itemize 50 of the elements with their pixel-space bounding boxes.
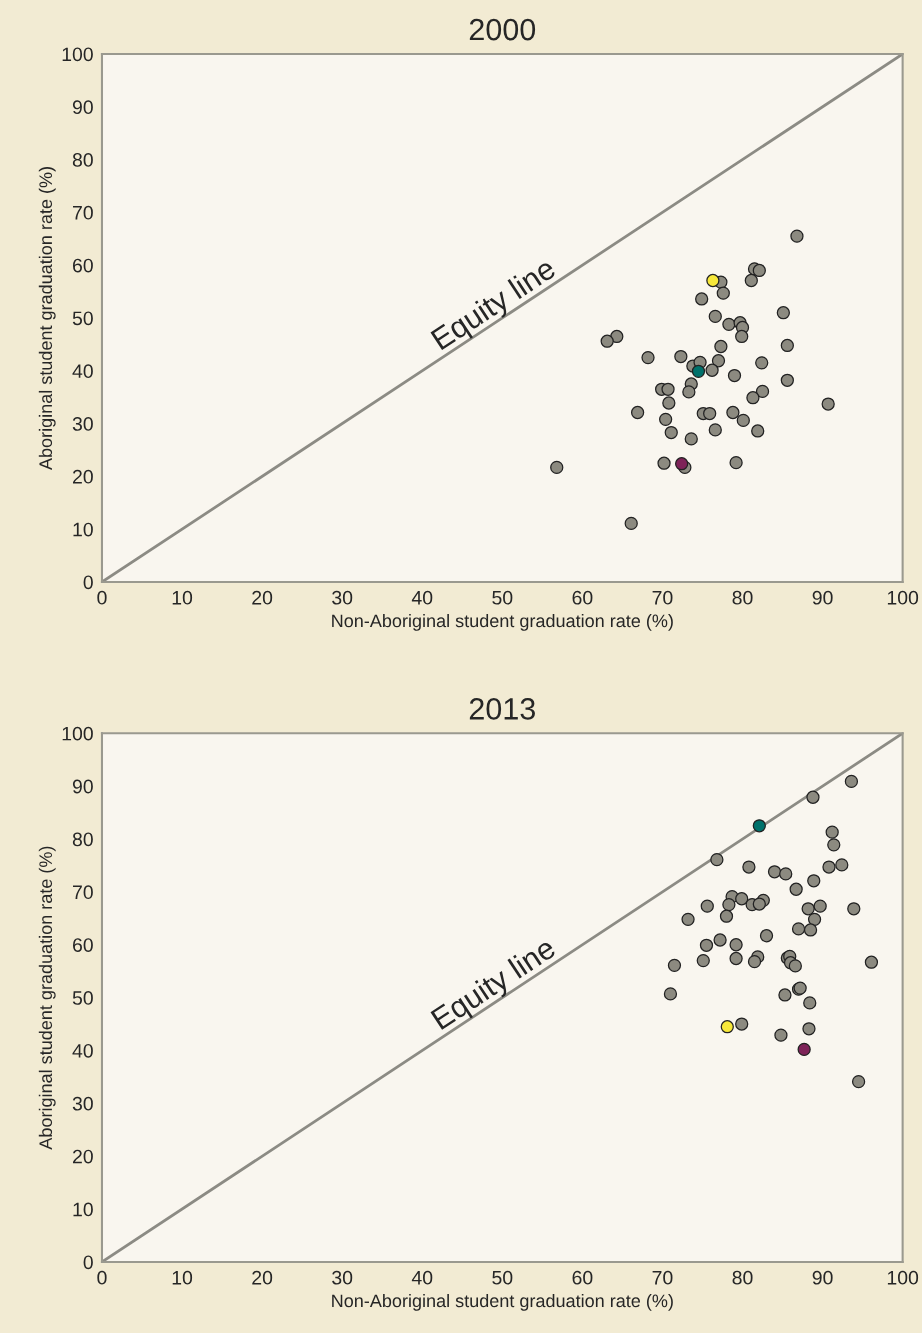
x-axis-title: Non-Aboriginal student graduation rate (%) <box>332 1293 673 1311</box>
y-tick-label: 100 <box>62 726 93 741</box>
y-tick-label: 10 <box>73 1202 93 1217</box>
x-tick-label: 10 <box>172 1270 193 1285</box>
x-tick-label: 100 <box>887 590 919 605</box>
x-tick-label: 10 <box>172 590 193 605</box>
x-tick-label: 60 <box>572 590 593 605</box>
y-tick-label: 80 <box>72 153 93 167</box>
x-tick-label: 0 <box>97 1270 107 1285</box>
y-tick-label: 80 <box>72 832 93 847</box>
y-tick-label: 90 <box>72 779 93 794</box>
y-tick-label: 60 <box>73 938 93 952</box>
y-tick-label: 40 <box>72 1043 93 1058</box>
y-tick-label: 0 <box>83 575 93 590</box>
y-tick-label: 90 <box>72 100 93 115</box>
x-tick-label: 40 <box>411 1270 433 1285</box>
chart-title: 2013 <box>469 698 535 720</box>
x-tick-label: 80 <box>732 590 753 605</box>
y-tick-label: 30 <box>72 1096 93 1111</box>
y-tick-label: 0 <box>83 1255 93 1270</box>
y-tick-label: 20 <box>72 1149 93 1164</box>
y-tick-label: 30 <box>72 417 93 431</box>
y-tick-label: 100 <box>62 47 93 62</box>
y-axis-title: Aboriginal student graduation rate (%) <box>38 167 56 470</box>
x-axis-title: Non-Aboriginal student graduation rate (%) <box>332 614 673 631</box>
x-tick-label: 70 <box>652 590 673 605</box>
chart-title: 2000 <box>469 18 536 41</box>
y-tick-label: 50 <box>72 991 93 1005</box>
y-tick-label: 60 <box>73 258 93 273</box>
y-tick-label: 40 <box>72 364 93 379</box>
y-axis-title: Aboriginal student graduation rate (%) <box>38 846 56 1150</box>
x-tick-label: 50 <box>492 590 513 605</box>
x-tick-label: 30 <box>332 590 353 605</box>
y-tick-label: 50 <box>72 311 93 326</box>
x-tick-label: 90 <box>812 1270 833 1285</box>
x-tick-label: 80 <box>732 1270 753 1285</box>
x-tick-label: 50 <box>492 1270 513 1285</box>
y-tick-label: 10 <box>73 522 93 537</box>
x-tick-label: 100 <box>887 1270 919 1285</box>
x-tick-label: 0 <box>97 590 107 605</box>
y-tick-label: 70 <box>73 205 93 220</box>
y-tick-label: 70 <box>73 885 93 900</box>
x-tick-label: 90 <box>812 590 833 605</box>
x-tick-label: 30 <box>332 1270 353 1285</box>
x-tick-label: 60 <box>572 1270 593 1285</box>
x-tick-label: 70 <box>652 1270 673 1285</box>
x-tick-label: 20 <box>252 1270 273 1285</box>
x-tick-label: 40 <box>411 590 433 605</box>
x-tick-label: 20 <box>252 590 273 605</box>
y-tick-label: 20 <box>72 469 93 484</box>
